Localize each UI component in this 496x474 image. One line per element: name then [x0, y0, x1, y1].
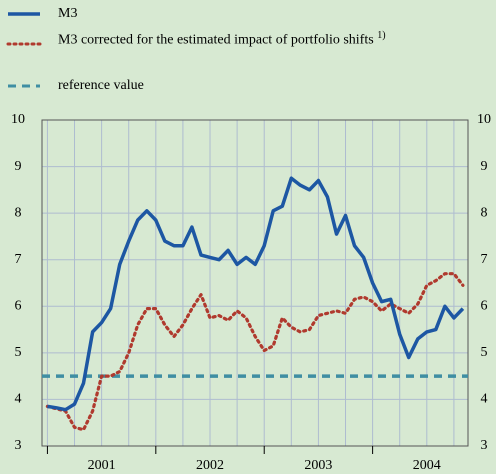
y-tick-label: 8 — [15, 205, 22, 220]
y-tick-label: 4 — [15, 392, 22, 407]
legend-label: M3 — [58, 6, 78, 21]
y2-tick-label: 9 — [481, 159, 488, 174]
y-tick-label: 7 — [15, 252, 22, 267]
legend-label: M3 corrected for the estimated impact of… — [58, 28, 458, 49]
y-tick-label: 5 — [15, 345, 22, 360]
y-tick-label: 3 — [15, 438, 22, 453]
y-tick-label: 6 — [15, 299, 22, 314]
series-line — [45, 272, 465, 432]
x-tick-label: 2003 — [304, 458, 332, 473]
y2-tick-label: 4 — [481, 392, 488, 407]
y2-tick-label: 3 — [481, 438, 488, 453]
y2-tick-label: 10 — [477, 112, 491, 127]
y2-tick-label: 5 — [481, 345, 488, 360]
y2-tick-label: 6 — [481, 299, 488, 314]
series-line — [47, 176, 465, 412]
x-tick-label: 2002 — [196, 458, 224, 473]
y-tick-label: 10 — [11, 112, 25, 127]
legend-label: reference value — [58, 78, 144, 93]
footnote-marker: 1) — [377, 30, 386, 41]
x-tick-label: 2004 — [413, 458, 441, 473]
legend-text: M3 corrected for the estimated impact of… — [58, 32, 374, 48]
y2-tick-label: 8 — [481, 205, 488, 220]
y2-tick-label: 7 — [481, 252, 488, 267]
plot-frame — [41, 119, 469, 447]
y-tick-label: 9 — [15, 159, 22, 174]
x-tick-label: 2001 — [88, 458, 116, 473]
